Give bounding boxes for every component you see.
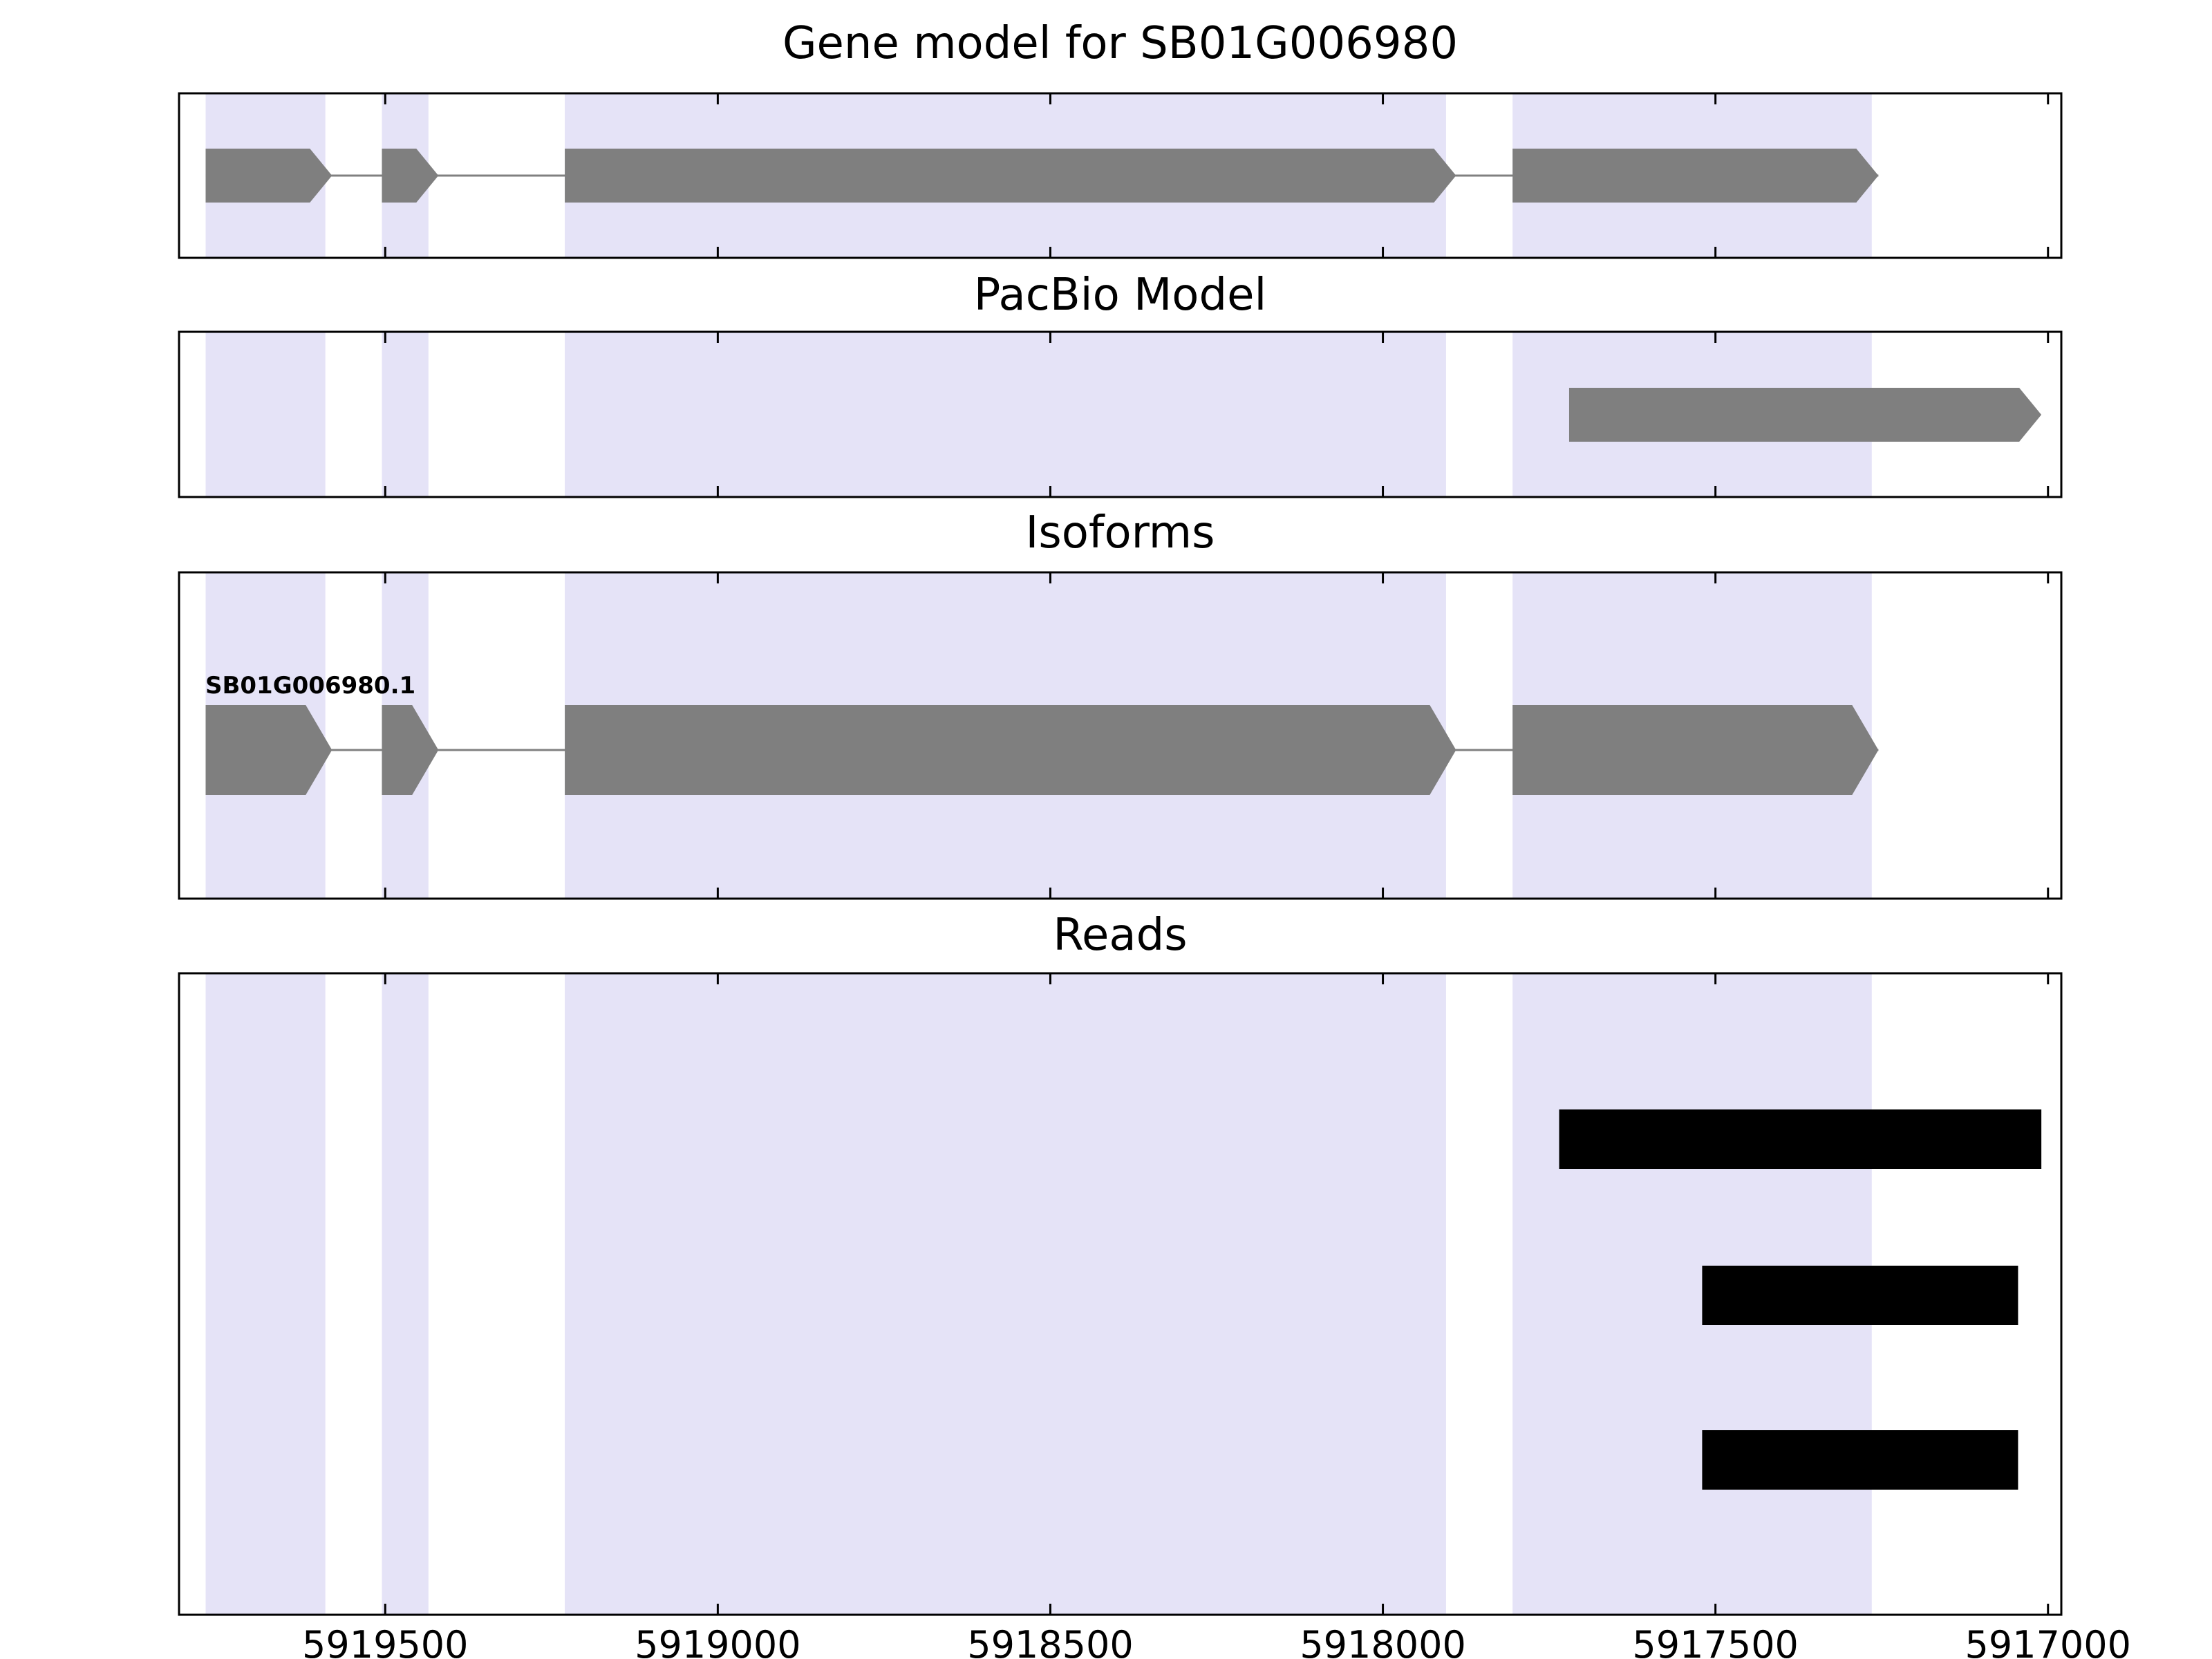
exon-highlight-band: [205, 974, 326, 1614]
exon-highlight-band: [382, 974, 429, 1614]
isoforms-panel-title: Isoforms: [1025, 507, 1215, 559]
read-bar: [1702, 1266, 2018, 1325]
panel-border: [178, 571, 2063, 900]
exon-arrow: [1512, 705, 1879, 795]
exon-highlight-band: [565, 974, 1446, 1614]
x-tick-label: 5918000: [1300, 1623, 1466, 1659]
read-bar: [1702, 1430, 2018, 1490]
exon-highlight-band: [382, 332, 429, 496]
exon-highlight-band: [565, 332, 1446, 496]
exon-arrow: [565, 149, 1456, 203]
exon-arrow: [205, 149, 332, 203]
pacbio-panel-title: PacBio Model: [973, 270, 1267, 321]
gene-model-panel-title: Gene model for SB01G006980: [782, 18, 1459, 69]
exon-arrow: [205, 705, 332, 795]
x-tick-label: 5919500: [302, 1623, 469, 1659]
isoform-name-label: SB01G006980.1: [205, 672, 416, 700]
x-tick-label: 5917500: [1632, 1623, 1799, 1659]
x-tick-label: 5917000: [1965, 1623, 2132, 1659]
exon-arrow: [565, 705, 1456, 795]
x-tick-label: 5919000: [635, 1623, 801, 1659]
track-panel-isoforms: [178, 571, 2063, 900]
panel-border: [178, 972, 2063, 1616]
exon-arrow: [382, 705, 439, 795]
exon-highlight-band: [205, 332, 326, 496]
exon-arrow: [1512, 149, 1879, 203]
panel-border: [178, 330, 2063, 498]
track-panel-reads: [178, 972, 2063, 1616]
reads-panel-title: Reads: [1053, 910, 1188, 961]
exon-arrow: [1568, 388, 2042, 442]
track-panel-gene_model: [178, 92, 2063, 259]
read-bar: [1559, 1109, 2042, 1169]
x-tick-label: 5918500: [967, 1623, 1134, 1659]
panel-border: [178, 92, 2063, 259]
exon-arrow: [382, 149, 439, 203]
track-panel-pacbio_model: [178, 330, 2063, 498]
